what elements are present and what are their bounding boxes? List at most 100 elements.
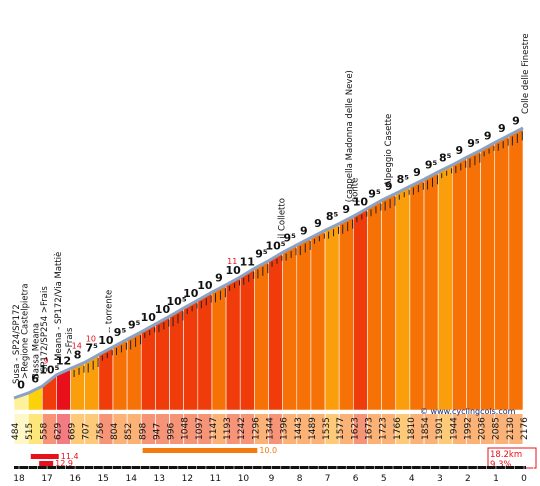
profile-segment bbox=[239, 267, 255, 411]
profile-segment bbox=[324, 223, 340, 411]
gradient-label: 9 bbox=[413, 166, 421, 179]
altitude-band-cell bbox=[56, 414, 71, 444]
altitude-label: 804 bbox=[110, 423, 120, 440]
altitude-band-cell bbox=[353, 414, 368, 444]
profile-segment bbox=[183, 299, 199, 411]
km-tick-label: 14 bbox=[125, 474, 137, 484]
km-tick-label: 8 bbox=[297, 474, 303, 484]
profile-segment bbox=[480, 142, 496, 411]
altitude-label: 1577 bbox=[336, 417, 346, 440]
km-tick-label: 3 bbox=[437, 474, 443, 484]
gradient-label: 8⁵ bbox=[397, 173, 410, 186]
summary-average: 9.3% bbox=[490, 460, 512, 470]
altitude-label: 669 bbox=[68, 423, 78, 440]
altitude-label: 1535 bbox=[322, 417, 332, 440]
gradient-label: 10 bbox=[141, 311, 157, 324]
profile-segment bbox=[140, 323, 156, 411]
altitude-band-cell bbox=[28, 414, 43, 444]
altitude-band-cell bbox=[438, 414, 453, 444]
altitude-band-cell bbox=[452, 414, 467, 444]
altitude-label: 756 bbox=[96, 423, 106, 440]
road-edge bbox=[13, 126, 524, 400]
altitude-label: 484 bbox=[11, 423, 21, 440]
altitude-label: 558 bbox=[39, 423, 49, 440]
gradient-label: 9⁵ bbox=[114, 326, 127, 339]
gradient-label: 6 bbox=[31, 373, 39, 386]
altitude-label: 1344 bbox=[266, 417, 276, 440]
steep-section-label: 12.9 bbox=[55, 459, 73, 468]
gradient-label: 9 bbox=[215, 272, 223, 285]
gradient-label: 9 bbox=[498, 122, 506, 135]
altitude-band-cell bbox=[395, 414, 410, 444]
waypoint-label: -- torrente bbox=[104, 290, 114, 333]
altitude-label: 1097 bbox=[195, 417, 205, 440]
altitude-band-cell bbox=[211, 414, 227, 444]
steep-section-bars: 11.412.9 10.0 bbox=[30, 446, 277, 468]
km-tick-label: 18 bbox=[13, 474, 25, 484]
km-tick-label: 13 bbox=[154, 474, 165, 484]
gradient-segments bbox=[13, 127, 524, 411]
profile-segment bbox=[126, 331, 142, 411]
steep-section-bar bbox=[142, 448, 258, 453]
profile-segment bbox=[310, 229, 326, 411]
profile-segment bbox=[381, 192, 397, 411]
max-gradient-label: 11 bbox=[227, 257, 237, 266]
altitude-band-cell bbox=[325, 414, 340, 444]
profile-segment bbox=[254, 260, 269, 411]
altitude-label: 1396 bbox=[280, 417, 290, 440]
altitude-band-cell bbox=[494, 414, 509, 444]
profile-segment bbox=[98, 346, 114, 411]
altitude-label: 947 bbox=[152, 423, 162, 440]
gradient-label: 10 bbox=[183, 287, 199, 300]
altitude-band-cell bbox=[169, 414, 184, 444]
gradient-label: 12 bbox=[56, 355, 71, 368]
gradient-label: 9 bbox=[512, 115, 520, 128]
gradient-label: 10⁵ bbox=[265, 240, 285, 253]
km-tick-label: 7 bbox=[325, 474, 331, 484]
altitude-label: 852 bbox=[124, 423, 134, 440]
gradient-label: 10⁵ bbox=[167, 295, 187, 308]
gradient-label: 9⁵ bbox=[368, 187, 381, 200]
profile-segment bbox=[282, 244, 298, 411]
gradient-label: 9⁵ bbox=[467, 137, 480, 150]
altitude-band-cell bbox=[183, 414, 198, 444]
watermark: © www.cyclingcols.com bbox=[420, 407, 516, 416]
profile-segment bbox=[395, 185, 411, 411]
gradient-label: 9⁵ bbox=[255, 248, 268, 261]
altitude-band-cell bbox=[127, 414, 142, 444]
altitude-band-cell bbox=[409, 414, 425, 444]
waypoint-label: Susa - SP24/SP172 bbox=[12, 304, 22, 384]
km-tick-label: 17 bbox=[41, 474, 52, 484]
profile-segment bbox=[466, 149, 481, 411]
profile-segment bbox=[197, 291, 213, 411]
altitude-label: 996 bbox=[167, 423, 177, 440]
altitude-label: 2176 bbox=[520, 417, 530, 440]
altitude-label: 629 bbox=[53, 423, 63, 440]
gradient-label: 10 bbox=[155, 303, 171, 316]
slope-ticks bbox=[73, 131, 523, 377]
waypoint-label: >Frais bbox=[65, 327, 75, 354]
km-tick-label: 4 bbox=[409, 474, 415, 484]
gradient-label: 7⁵ bbox=[86, 342, 99, 355]
km-tick-label: 15 bbox=[97, 474, 108, 484]
altitude-label: 1489 bbox=[308, 417, 318, 440]
km-tick-label: 1 bbox=[493, 474, 499, 484]
max-gradient-label: 14 bbox=[72, 341, 82, 350]
altitude-band-cell bbox=[141, 414, 156, 444]
waypoint-label: (cappella Madonna delle Neve) bbox=[345, 70, 355, 202]
altitude-band-cell bbox=[480, 414, 495, 444]
altitude-band-cell bbox=[254, 414, 269, 444]
gradient-label: 8⁵ bbox=[439, 151, 452, 164]
gradient-label: 8 bbox=[74, 348, 82, 361]
altitude-label: 1048 bbox=[181, 417, 191, 440]
altitude-band-cell bbox=[310, 414, 326, 444]
gradient-label: 9 bbox=[484, 129, 492, 142]
waypoint-label: Meana - SP172/Via Mattiè bbox=[53, 252, 64, 361]
km-tick-label: 2 bbox=[465, 474, 471, 484]
gradient-label: 11 bbox=[240, 256, 255, 269]
altitude-label: 1723 bbox=[379, 417, 389, 440]
km-axis-bar bbox=[14, 466, 526, 469]
altitude-label: 1992 bbox=[463, 417, 473, 440]
km-tick-label: 10 bbox=[238, 474, 250, 484]
